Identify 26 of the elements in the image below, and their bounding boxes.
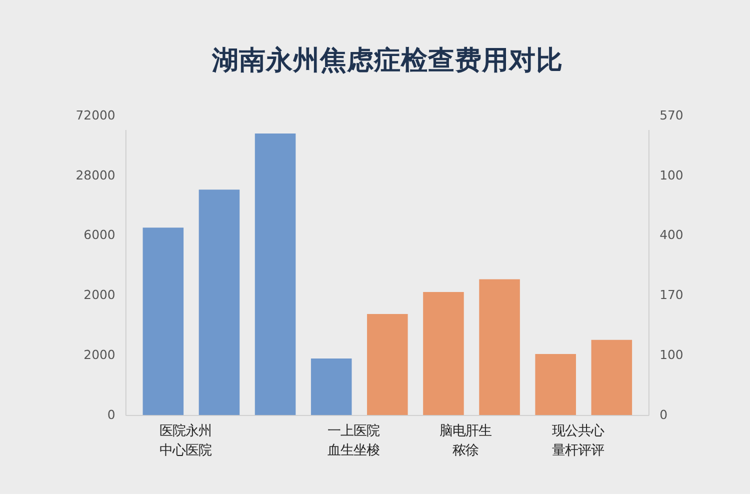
bar xyxy=(142,228,184,416)
bar xyxy=(423,292,464,416)
text: 100 xyxy=(660,167,684,182)
text: 72000 xyxy=(76,107,116,122)
bar xyxy=(535,354,576,416)
text: 2000 xyxy=(84,287,116,302)
x-tick-label: 医院永州中心医院 xyxy=(159,422,212,458)
x-tick-label: 脑电肝生秾徐 xyxy=(440,424,492,458)
bar xyxy=(310,358,352,416)
bar xyxy=(479,279,520,416)
text: 0 xyxy=(107,406,116,422)
bar xyxy=(254,134,296,416)
bar xyxy=(367,314,408,416)
text: 100 xyxy=(660,347,684,362)
text: 570 xyxy=(660,107,684,122)
bar xyxy=(591,340,632,416)
text: 0 xyxy=(660,406,668,422)
text: 170 xyxy=(660,287,684,302)
chart-title: 湖南永州焦虑症检查费用对比 xyxy=(210,44,563,76)
text: 28000 xyxy=(76,167,116,182)
text: 400 xyxy=(660,227,684,242)
text: 6000 xyxy=(84,227,116,242)
x-tick-label: 一上医院血生坐梭 xyxy=(328,424,380,458)
x-tick-label: 现公共心量杆评评 xyxy=(552,422,604,458)
bar xyxy=(198,190,240,416)
text: 2000 xyxy=(84,347,116,362)
